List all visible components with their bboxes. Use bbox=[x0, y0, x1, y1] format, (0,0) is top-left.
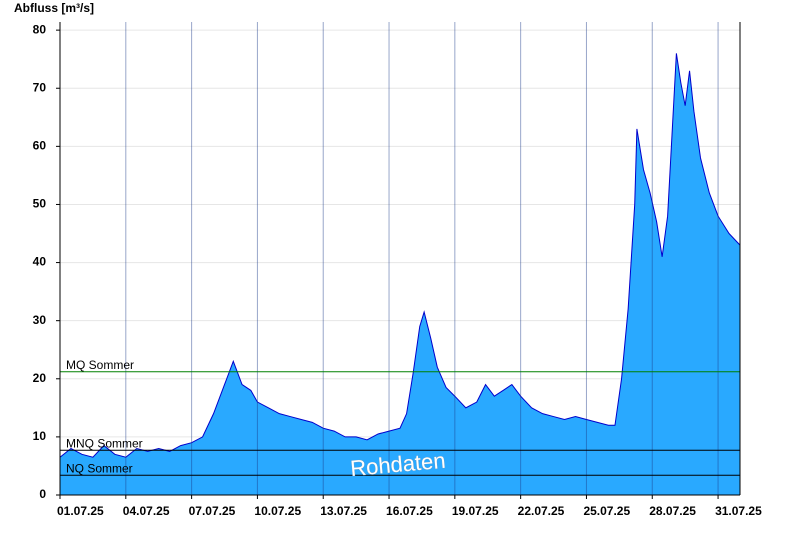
watermark: Rohdaten bbox=[349, 448, 446, 481]
reference-label: MQ Sommer bbox=[66, 358, 134, 372]
y-tick-label: 10 bbox=[33, 429, 47, 443]
y-tick-label: 40 bbox=[33, 255, 47, 269]
y-axis-title: Abfluss [m³/s] bbox=[14, 1, 94, 15]
line bbox=[59, 53, 741, 458]
x-tick-label: 25.07.25 bbox=[583, 504, 630, 518]
x-tick-label: 01.07.25 bbox=[57, 504, 104, 518]
x-tick-label: 22.07.25 bbox=[518, 504, 565, 518]
y-tick-label: 80 bbox=[33, 22, 47, 36]
y-tick-label: 0 bbox=[39, 487, 46, 501]
y-tick-label: 60 bbox=[33, 139, 47, 153]
x-tick-label: 04.07.25 bbox=[123, 504, 170, 518]
x-tick-label: 16.07.25 bbox=[386, 504, 433, 518]
reference-label: MNQ Sommer bbox=[66, 436, 143, 450]
y-tick-label: 50 bbox=[33, 197, 47, 211]
y-tick-label: 30 bbox=[33, 313, 47, 327]
area bbox=[60, 53, 740, 495]
x-tick-label: 07.07.25 bbox=[189, 504, 236, 518]
x-tick-label: 31.07.25 bbox=[715, 504, 762, 518]
reference-label: NQ Sommer bbox=[66, 461, 133, 475]
x-tick-label: 10.07.25 bbox=[254, 504, 301, 518]
y-tick-label: 20 bbox=[33, 371, 47, 385]
x-tick-label: 19.07.25 bbox=[452, 504, 499, 518]
x-tick-label: 28.07.25 bbox=[649, 504, 696, 518]
y-tick-label: 70 bbox=[33, 80, 47, 94]
x-tick-label: 13.07.25 bbox=[320, 504, 367, 518]
